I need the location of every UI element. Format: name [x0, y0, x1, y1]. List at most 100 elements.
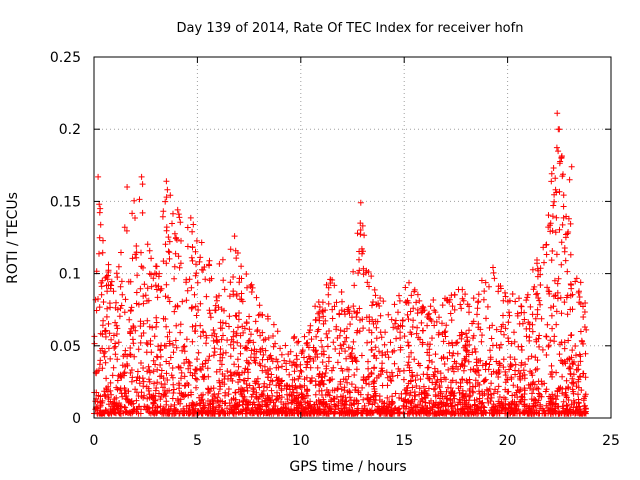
- data-point: [155, 343, 162, 350]
- data-point: [325, 300, 332, 307]
- data-point: [488, 371, 495, 378]
- data-point: [205, 373, 212, 380]
- data-point: [339, 298, 345, 305]
- data-point: [373, 392, 379, 399]
- data-point: [453, 379, 460, 386]
- data-point: [470, 383, 476, 390]
- data-point: [164, 333, 171, 340]
- data-point: [243, 406, 250, 413]
- data-point: [273, 382, 280, 389]
- data-point: [286, 410, 293, 417]
- data-point: [234, 356, 241, 363]
- data-point: [163, 398, 170, 405]
- data-point: [518, 393, 525, 400]
- data-point: [116, 313, 123, 320]
- data-point: [552, 175, 559, 182]
- data-point: [534, 265, 541, 272]
- data-point: [92, 398, 99, 405]
- data-point: [338, 345, 345, 352]
- data-point: [502, 325, 509, 332]
- data-point: [573, 352, 579, 359]
- data-point: [437, 408, 444, 415]
- data-point: [199, 410, 206, 417]
- data-point: [154, 366, 161, 373]
- data-point: [502, 368, 509, 375]
- data-point: [194, 356, 200, 363]
- data-point: [404, 311, 411, 318]
- data-point: [210, 327, 217, 333]
- data-point: [537, 282, 544, 288]
- data-point: [564, 230, 571, 237]
- data-point: [450, 368, 457, 375]
- data-point: [168, 372, 175, 379]
- data-point: [331, 410, 338, 416]
- data-point: [303, 364, 310, 371]
- data-point: [339, 410, 346, 417]
- data-point: [304, 359, 311, 366]
- data-point: [152, 282, 159, 289]
- data-point: [143, 349, 150, 356]
- data-point: [191, 291, 198, 298]
- data-point: [207, 401, 214, 408]
- data-point: [198, 367, 205, 373]
- data-point: [231, 233, 238, 240]
- data-point: [236, 279, 243, 286]
- data-point: [571, 399, 578, 406]
- data-point: [353, 366, 360, 373]
- data-point: [395, 365, 402, 372]
- data-point: [398, 395, 405, 402]
- data-point: [338, 289, 345, 295]
- data-point: [405, 299, 412, 306]
- data-point: [99, 249, 106, 256]
- data-point: [225, 375, 231, 382]
- data-point: [565, 384, 572, 390]
- data-point: [312, 303, 319, 310]
- data-point: [496, 394, 503, 400]
- data-point: [121, 309, 128, 316]
- data-point: [549, 325, 556, 332]
- data-point: [353, 329, 360, 336]
- data-point: [536, 343, 543, 350]
- data-point: [521, 309, 528, 316]
- data-point: [107, 406, 114, 412]
- data-point: [138, 360, 144, 366]
- data-point: [320, 313, 327, 320]
- data-point: [310, 410, 317, 417]
- data-point: [219, 371, 226, 377]
- data-point: [368, 371, 375, 377]
- data-point: [505, 319, 512, 326]
- data-point: [229, 409, 236, 416]
- data-point: [176, 390, 183, 397]
- data-point: [410, 406, 417, 413]
- data-point: [264, 410, 271, 417]
- data-point: [543, 352, 550, 358]
- data-point: [117, 387, 124, 393]
- data-point: [144, 317, 151, 324]
- data-point: [176, 264, 183, 271]
- data-point: [508, 340, 515, 347]
- data-point: [567, 406, 574, 413]
- data-point: [113, 299, 119, 306]
- data-point: [150, 357, 157, 364]
- data-point: [323, 330, 330, 337]
- data-point: [465, 401, 472, 408]
- data-point: [225, 386, 232, 392]
- data-point: [439, 331, 446, 337]
- data-point: [526, 403, 533, 409]
- data-point: [576, 409, 583, 416]
- data-point: [142, 292, 149, 299]
- y-tick-label: 0.25: [50, 50, 81, 66]
- data-point: [115, 263, 122, 270]
- data-point: [206, 262, 213, 269]
- data-point: [246, 326, 253, 333]
- data-point: [427, 316, 434, 323]
- data-point: [512, 371, 519, 378]
- data-point: [411, 356, 418, 363]
- data-point: [277, 345, 284, 352]
- data-point: [244, 366, 251, 373]
- data-point: [490, 264, 496, 271]
- data-point: [230, 345, 237, 352]
- data-point: [217, 346, 224, 352]
- data-point: [181, 360, 188, 367]
- data-point: [322, 370, 329, 376]
